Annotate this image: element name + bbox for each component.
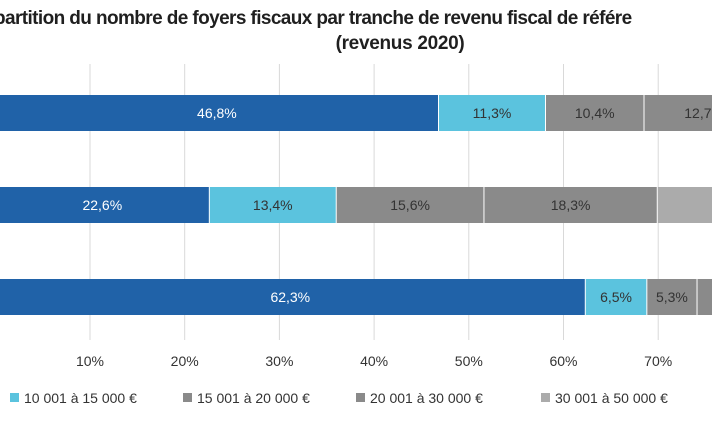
chart-title: partition du nombre de foyers fiscaux pa… xyxy=(0,6,712,62)
data-label: 46,8% xyxy=(197,105,237,121)
legend-swatch xyxy=(356,393,365,402)
legend-label: 20 001 à 30 000 € xyxy=(370,390,483,406)
data-label: 5,3% xyxy=(656,289,688,305)
data-label: 15,6% xyxy=(390,197,430,213)
chart-title-line-1: partition du nombre de foyers fiscaux pa… xyxy=(0,8,632,29)
bar-segment-row1-band3 xyxy=(545,95,644,131)
legend: 10 001 à 15 000 € 15 001 à 20 000 € 20 001… xyxy=(10,390,668,406)
bar-segment-row3-band2 xyxy=(585,279,647,315)
bar-segment-row3-band3 xyxy=(646,279,698,315)
bar-segment-row3-band1 xyxy=(0,279,586,315)
x-tick-label: 50% xyxy=(455,353,483,369)
bars: 46,8% 11,3% 10,4% 12,7% 22,6% 13,4% 15,6% 18,3%… xyxy=(0,95,712,315)
bar-segment-row1-band4 xyxy=(643,95,712,131)
bar-segment-row2-band4 xyxy=(483,187,658,223)
bar-segment-row2-band1 xyxy=(0,187,210,223)
legend-label: 10 001 à 15 000 € xyxy=(24,390,137,406)
data-label: 13,4% xyxy=(253,197,293,213)
data-label: 11,3% xyxy=(473,105,512,121)
x-tick-label: 70% xyxy=(644,353,672,369)
bar-segment-row2-band2 xyxy=(209,187,337,223)
data-label: 10,4% xyxy=(575,105,615,121)
legend-label: 15 001 à 20 000 € xyxy=(197,390,310,406)
x-axis: 10%20%30%40%50%60%70%80% xyxy=(76,353,672,369)
data-label: 18,3% xyxy=(551,197,591,213)
x-tick-label: 60% xyxy=(549,353,577,369)
legend-swatch xyxy=(541,393,550,402)
x-tick-label: 20% xyxy=(171,353,199,369)
x-tick-label: 10% xyxy=(76,353,104,369)
x-tick-label: 40% xyxy=(360,353,388,369)
bar-segment-row1-band2 xyxy=(438,95,546,131)
chart-title-line-2: (revenus 2020) xyxy=(335,33,465,54)
data-label: 12,7% xyxy=(684,105,712,121)
legend-swatch xyxy=(10,393,19,402)
bar-segment-row1-band1 xyxy=(0,95,439,131)
bar-segment-row3-band4 xyxy=(697,279,712,315)
legend-label: 30 001 à 50 000 € xyxy=(555,390,668,406)
x-tick-label: 30% xyxy=(265,353,293,369)
legend-swatch xyxy=(183,393,192,402)
data-label: 22,6% xyxy=(82,197,122,213)
bar-segment-row2-band3 xyxy=(336,187,484,223)
data-label: 62,3% xyxy=(270,289,310,305)
data-label: 6,5% xyxy=(600,289,632,305)
bar-segment-row2-band5 xyxy=(657,187,712,223)
